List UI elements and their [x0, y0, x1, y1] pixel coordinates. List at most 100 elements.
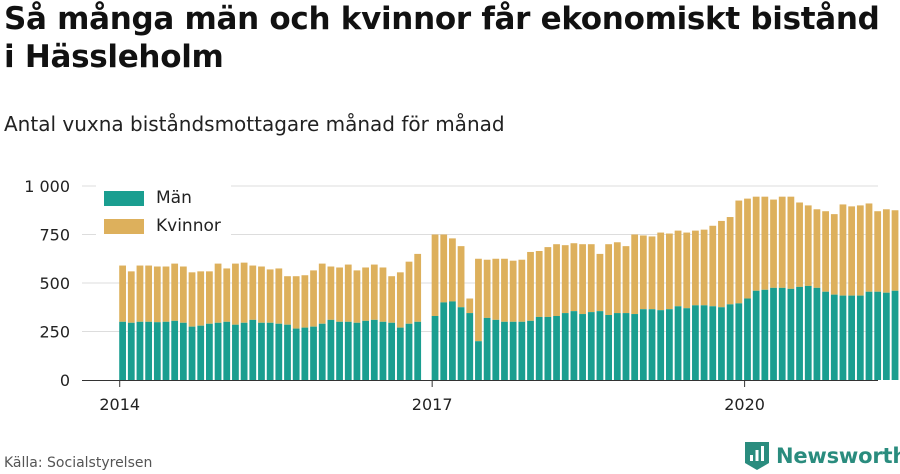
bar-women [197, 271, 205, 326]
bar-men [856, 295, 864, 380]
bar-women [770, 199, 777, 288]
bar-women [431, 234, 439, 316]
legend-label-men: Män [156, 188, 192, 208]
bar-men [475, 341, 482, 380]
bar-men [318, 323, 326, 380]
bar-women [553, 244, 560, 316]
bar-women [648, 236, 656, 310]
bar-women [136, 265, 144, 322]
bar-women [596, 253, 604, 312]
bar-men [292, 328, 300, 380]
bar-women [214, 263, 222, 323]
bar-women [275, 268, 283, 324]
bar-men [258, 322, 265, 380]
bar-women [752, 196, 760, 291]
bar-women [874, 211, 882, 292]
x-tick-label: 2014 [99, 395, 140, 414]
bar-men [197, 325, 205, 380]
bar-women [327, 266, 335, 320]
legend-swatch-women [104, 218, 144, 234]
bar-women [353, 270, 361, 323]
bar-men [336, 321, 343, 380]
bar-women [171, 263, 179, 321]
bar-men [744, 298, 751, 380]
bar-women [162, 266, 170, 322]
bar-men [388, 322, 396, 380]
bar-women [718, 220, 725, 308]
bar-women [492, 258, 500, 320]
bar-women [665, 233, 673, 310]
bar-men [310, 326, 317, 380]
bar-women [466, 298, 474, 314]
bar-men [570, 311, 578, 380]
bar-women [475, 258, 482, 342]
bar-men [136, 321, 144, 380]
bar-women [882, 209, 890, 293]
bar-men [206, 323, 213, 380]
bar-men [396, 327, 404, 380]
bar-women [232, 263, 239, 325]
bar-men [752, 290, 760, 380]
brand-logo[interactable]: Newsworthy [744, 441, 900, 471]
bar-men [726, 304, 734, 380]
bar-women [726, 217, 734, 305]
source-note: Källa: Socialstyrelsen [4, 455, 153, 471]
bar-men [370, 319, 378, 380]
bar-men [414, 321, 422, 380]
bar-men [284, 324, 291, 380]
bar-men [718, 307, 725, 380]
newsworthy-logo-icon [745, 442, 769, 470]
bar-men [509, 321, 517, 380]
bar-women [761, 196, 769, 290]
bar-men [796, 286, 803, 380]
bar-men [709, 306, 717, 380]
bar-women [692, 230, 699, 306]
bar-women [587, 244, 595, 313]
bar-women [683, 232, 691, 309]
y-tick-label: 250 [39, 323, 70, 342]
bar-men [275, 323, 283, 380]
bar-men [249, 319, 257, 380]
bar-women [344, 264, 352, 322]
bar-men [761, 289, 769, 380]
bar-men [379, 321, 387, 380]
legend-item-women: Kvinnor [104, 212, 221, 240]
bar-women [284, 276, 291, 325]
chart-subtitle: Antal vuxna biståndsmottagare månad för … [4, 112, 505, 136]
bar-men [865, 291, 873, 380]
bar-men [787, 288, 795, 380]
y-tick-label: 0 [60, 371, 70, 390]
bar-women [839, 204, 847, 296]
x-tick-label: 2017 [412, 395, 453, 414]
bar-women [674, 230, 682, 307]
bar-women [735, 200, 743, 304]
bar-men [483, 317, 491, 380]
bar-women [440, 234, 448, 303]
bar-men [240, 322, 248, 380]
bar-men [804, 285, 812, 380]
bar-men [587, 312, 595, 380]
bar-women [206, 271, 213, 324]
bar-women [153, 266, 161, 323]
bar-women [570, 243, 578, 312]
bar-men [153, 322, 161, 380]
bar-women [318, 263, 326, 324]
bar-men [882, 292, 890, 380]
legend-label-women: Kvinnor [156, 216, 221, 236]
bar-women [544, 247, 552, 317]
bar-men [700, 305, 708, 380]
bar-women [535, 250, 543, 317]
bar-women [292, 276, 300, 329]
bar-women [188, 272, 196, 327]
bar-women [891, 210, 899, 291]
bar-women [396, 272, 404, 328]
bar-women [804, 205, 812, 286]
bar-women [796, 202, 803, 287]
bar-women [865, 203, 873, 292]
bar-women [179, 266, 187, 323]
bar-women [613, 242, 621, 314]
bar-men [214, 322, 222, 380]
bar-women [449, 238, 456, 302]
y-tick-label: 750 [39, 226, 70, 245]
bar-men [232, 324, 239, 380]
